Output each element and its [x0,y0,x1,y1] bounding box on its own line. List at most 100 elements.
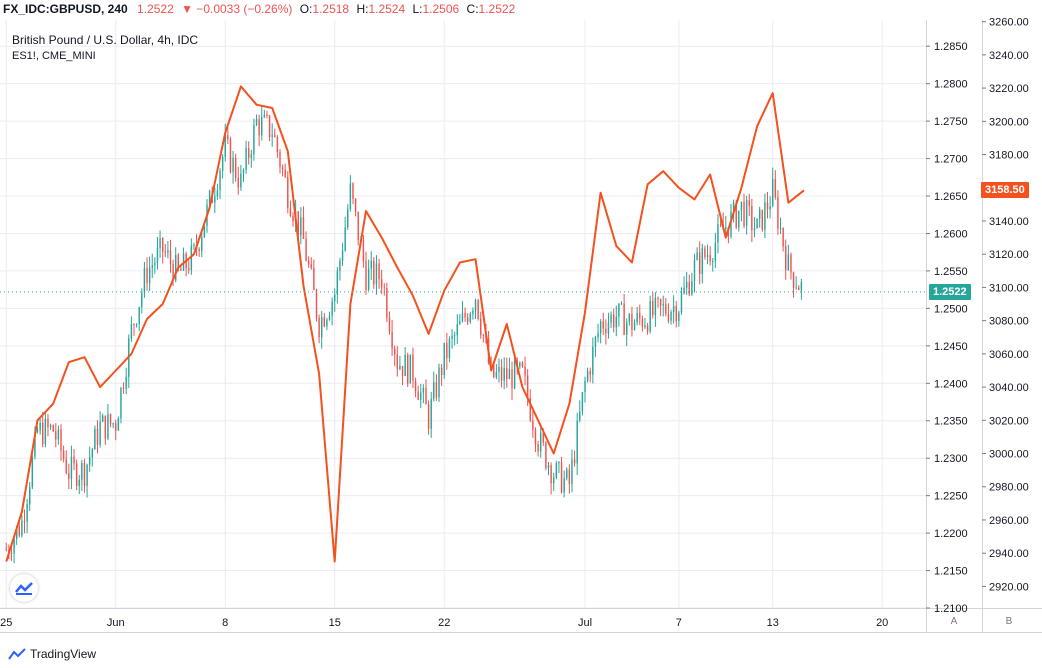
candle-body [534,429,537,445]
candle-body [65,459,67,473]
candle-body [539,432,542,452]
candle-body [792,272,795,288]
overlay-last-badge: 3158.50 [981,182,1029,199]
open-value: 1.2518 [312,2,350,16]
candle-body [47,418,49,428]
candle-body [532,420,534,430]
candle-body [657,297,659,300]
candle-body [268,115,271,137]
candle-body [258,119,260,136]
candle-body [620,303,623,305]
candle-body [328,315,331,320]
price-axis-label: 1.2400 [934,378,968,390]
candle-body [393,348,396,355]
candle-body [659,299,662,306]
candle-body [180,269,182,271]
tradingview-float-button[interactable] [10,574,38,602]
candle-body [380,279,383,288]
candle-body [154,263,156,266]
candle-body [777,197,779,229]
candle-body [219,170,221,191]
overlay-axis-label: 3240.00 [989,50,1029,62]
symbol-label[interactable]: FX_IDC:GBPUSD, 240 [3,2,128,16]
candle-body [602,321,604,329]
candle-body [396,354,399,369]
candle-body [81,462,83,480]
candle-body [464,312,466,318]
time-axis-label: 20 [876,617,888,629]
candle-body [761,209,763,230]
candle-body [646,325,649,332]
candle-body [125,376,127,389]
candle-body [349,183,352,210]
candle-body [276,136,279,153]
candle-body [339,260,341,272]
candle-body [685,281,688,288]
candle-body [623,303,625,335]
candle-body [96,428,99,445]
candle-body [281,167,284,170]
candle-body [232,157,234,173]
candle-body [305,238,307,261]
candle-body [174,255,177,281]
candle-body [443,342,445,375]
candle-body [135,324,138,326]
candle-body [584,380,586,393]
price-chart[interactable]: 1.2100 1.2150 1.2200 1.2250 1.2300 1.2350 1.24… [0,0,1042,640]
axis-button-b[interactable]: B [1005,616,1013,627]
candle-body [36,430,39,432]
candle-body [383,287,385,289]
candle-body [636,312,638,323]
overlay-axis-label: 3040.00 [989,382,1029,394]
candle-body [459,321,461,325]
candle-body [26,504,28,522]
candle-body [302,217,305,239]
candle-body [474,299,477,311]
candle-body [70,456,73,479]
candle-body [86,464,88,486]
candle-body [524,366,526,376]
candle-body [672,305,675,312]
tradingview-brand[interactable]: TradingView [8,647,96,661]
candle-body [73,456,75,464]
close-label: C: [466,2,479,16]
candle-body [542,432,545,443]
candle-body [706,255,709,257]
candle-body [133,324,135,326]
candle-body [60,429,62,451]
candle-body [698,252,701,274]
candle-body [274,134,276,137]
candle-body [323,317,326,327]
candle-body [57,429,60,440]
candle-body [409,354,412,384]
candle-body [245,148,247,170]
candle-body [354,198,357,212]
candle-body [422,387,425,393]
candle-body [628,314,631,322]
axis-button-a[interactable]: A [950,616,958,627]
candle-body [188,268,190,271]
candle-body [735,202,737,228]
candle-body [307,260,310,265]
candle-body [357,211,359,241]
candle-body [221,156,224,171]
candle-body [255,119,258,125]
candle-body [292,216,294,222]
candle-body [141,292,143,308]
candle-body [599,321,602,334]
candle-body [386,288,388,318]
candle-body [344,227,346,251]
candle-body [678,312,680,321]
candle-body [785,246,787,271]
candle-body [745,200,748,226]
candle-body [287,176,289,209]
candle-body [388,317,391,332]
overlay-axis-label: 3140.00 [989,216,1029,228]
candle-body [334,294,336,302]
candle-body [190,245,193,271]
candle-body [696,252,698,260]
candle-body [347,209,349,228]
candle-body [573,459,576,464]
candle-body [29,487,31,505]
candle-body [120,387,122,419]
